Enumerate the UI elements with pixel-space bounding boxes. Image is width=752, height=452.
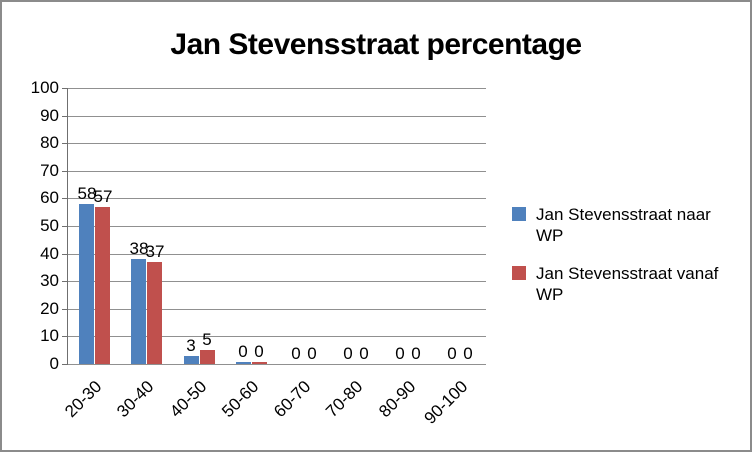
y-axis-label: 0 bbox=[49, 354, 59, 373]
y-axis-label: 20 bbox=[40, 299, 59, 318]
y-axis-label: 100 bbox=[30, 78, 59, 97]
bar-value-label: 0 bbox=[238, 342, 248, 361]
y-axis-tick bbox=[62, 171, 67, 172]
gridline bbox=[68, 226, 486, 227]
gridline bbox=[68, 198, 486, 199]
y-axis-tick bbox=[62, 226, 67, 227]
bar-value-label: 0 bbox=[411, 344, 421, 363]
bar-segment bbox=[79, 204, 94, 364]
legend: Jan Stevensstraat naar WP Jan Stevensstra… bbox=[512, 204, 727, 305]
x-axis-label: 60-70 bbox=[270, 376, 315, 422]
legend-label: Jan Stevensstraat naar WP bbox=[536, 205, 711, 245]
y-axis-label: 50 bbox=[40, 216, 59, 235]
gridline bbox=[68, 254, 486, 255]
y-axis-label: 70 bbox=[40, 161, 59, 180]
x-axis-label: 90-100 bbox=[420, 376, 472, 428]
plot-area: 58 57 38 37 3 5 0 0 0 0 0 0 0 0 0 0 bbox=[67, 88, 486, 365]
y-axis-tick bbox=[62, 309, 67, 310]
bar-value-label: 0 bbox=[359, 344, 369, 363]
y-axis-label: 40 bbox=[40, 244, 59, 263]
gridline bbox=[68, 336, 486, 337]
gridline bbox=[68, 281, 486, 282]
x-axis-label: 50-60 bbox=[218, 376, 263, 422]
bar-value-label: 57 bbox=[93, 187, 113, 206]
bar-value-label: 5 bbox=[202, 330, 212, 349]
bar-segment bbox=[236, 362, 251, 364]
gridline bbox=[68, 309, 486, 310]
legend-item: Jan Stevensstraat vanaf WP bbox=[512, 263, 727, 305]
gridline bbox=[68, 143, 486, 144]
legend-swatch bbox=[512, 207, 526, 221]
y-axis-label: 10 bbox=[40, 326, 59, 345]
legend-item: Jan Stevensstraat naar WP bbox=[512, 204, 727, 246]
y-axis-label: 90 bbox=[40, 106, 59, 125]
bar-segment bbox=[147, 262, 162, 364]
bar-segment bbox=[200, 350, 215, 364]
chart-title: Jan Stevensstraat percentage bbox=[170, 28, 582, 61]
bar-value-label: 58 bbox=[77, 184, 97, 203]
bar-segment bbox=[184, 356, 199, 364]
bar-value-label: 0 bbox=[254, 342, 264, 361]
gridline bbox=[68, 171, 486, 172]
x-axis-label: 80-90 bbox=[375, 376, 420, 422]
y-axis-tick bbox=[62, 364, 67, 365]
bar-value-label: 38 bbox=[129, 239, 149, 258]
legend-swatch bbox=[512, 266, 526, 280]
y-axis-tick bbox=[62, 198, 67, 199]
gridline bbox=[68, 364, 486, 365]
x-axis-label: 20-30 bbox=[61, 376, 106, 422]
gridline bbox=[68, 88, 486, 89]
bar-value-label: 0 bbox=[447, 344, 457, 363]
bar-value-label: 0 bbox=[291, 344, 301, 363]
bar-value-label: 0 bbox=[463, 344, 473, 363]
y-axis-tick bbox=[62, 116, 67, 117]
y-axis-tick bbox=[62, 88, 67, 89]
bar-value-label: 0 bbox=[307, 344, 317, 363]
y-axis-tick bbox=[62, 254, 67, 255]
y-axis-label: 60 bbox=[40, 188, 59, 207]
y-axis-label: 80 bbox=[40, 133, 59, 152]
bar-segment bbox=[95, 207, 110, 364]
bar-segment bbox=[131, 259, 146, 364]
bar-value-label: 37 bbox=[145, 242, 165, 261]
x-axis-label: 40-50 bbox=[166, 376, 211, 422]
bar-value-label: 3 bbox=[186, 336, 196, 355]
bar-value-label: 0 bbox=[395, 344, 405, 363]
x-axis-label: 70-80 bbox=[322, 376, 367, 422]
y-axis-tick bbox=[62, 281, 67, 282]
bar-value-label: 0 bbox=[343, 344, 353, 363]
x-axis-label: 30-40 bbox=[113, 376, 158, 422]
y-axis-label: 30 bbox=[40, 271, 59, 290]
bar-segment bbox=[252, 362, 267, 364]
y-axis-tick bbox=[62, 143, 67, 144]
legend-label: Jan Stevensstraat vanaf WP bbox=[536, 264, 719, 304]
gridline bbox=[68, 116, 486, 117]
y-axis-tick bbox=[62, 336, 67, 337]
